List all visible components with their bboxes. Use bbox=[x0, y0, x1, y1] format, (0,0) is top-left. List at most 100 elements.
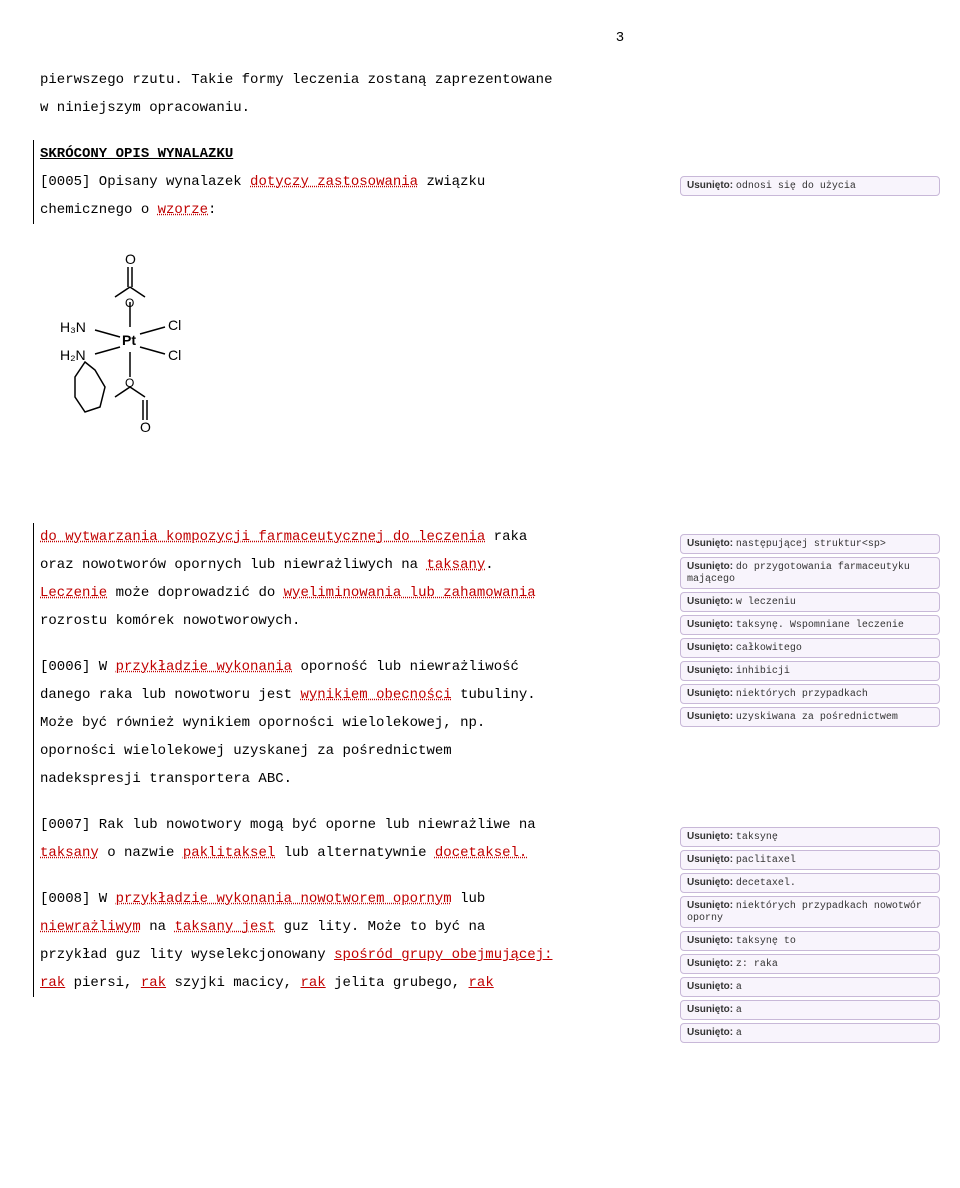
insertion: Leczenie bbox=[40, 585, 107, 601]
comment-balloon: Usunięto: taksynę to bbox=[680, 931, 940, 951]
comment-balloon: Usunięto: do przygotowania farmaceutyku … bbox=[680, 557, 940, 589]
text: rozrostu komórek nowotworowych. bbox=[40, 613, 300, 629]
text: oporność lub niewrażliwość bbox=[292, 659, 519, 675]
insertion: docetaksel bbox=[435, 845, 519, 861]
text: raka bbox=[485, 529, 527, 545]
balloon-value: niektórych przypadkach bbox=[736, 689, 868, 700]
insertion: spośród grupy obejmującej: bbox=[334, 947, 552, 963]
balloon-value: w leczeniu bbox=[736, 597, 796, 608]
balloon-label: Usunięto: bbox=[687, 665, 733, 676]
text: [0006] W bbox=[40, 659, 116, 675]
balloon-value: a bbox=[736, 982, 742, 993]
insertion: do wytwarzania kompozycji farmaceutyczne… bbox=[40, 529, 393, 545]
balloon-label: Usunięto: bbox=[687, 877, 733, 888]
text: może doprowadzić do bbox=[107, 585, 283, 601]
balloon-label: Usunięto: bbox=[687, 711, 733, 722]
comment-balloon: Usunięto: taksynę. Wspomniane leczenie bbox=[680, 615, 940, 635]
text: guz lity. Może to być na bbox=[275, 919, 485, 935]
comment-balloon: Usunięto: całkowitego bbox=[680, 638, 940, 658]
comment-balloon: Usunięto: niektórych przypadkach nowotwó… bbox=[680, 896, 940, 928]
comment-balloon: Usunięto: paclitaxel bbox=[680, 850, 940, 870]
comment-balloon: Usunięto: a bbox=[680, 1000, 940, 1020]
insertion: do leczenia bbox=[393, 529, 485, 545]
text: piersi, bbox=[65, 975, 141, 991]
comment-balloon: Usunięto: z: raka bbox=[680, 954, 940, 974]
balloon-label: Usunięto: bbox=[687, 619, 733, 630]
paragraph-1: pierwszego rzutu. Takie formy leczenia z… bbox=[40, 66, 680, 122]
balloon-value: a bbox=[736, 1005, 742, 1016]
chemical-structure-diagram: O O H₃N H₂N Pt Cl Cl O O bbox=[40, 252, 240, 492]
balloon-label: Usunięto: bbox=[687, 538, 733, 549]
balloon-label: Usunięto: bbox=[687, 688, 733, 699]
balloon-label: Usunięto: bbox=[687, 561, 733, 572]
text: [0005] Opisany wynalazek bbox=[40, 174, 250, 190]
balloon-label: Usunięto: bbox=[687, 596, 733, 607]
comment-balloon: Usunięto: w leczeniu bbox=[680, 592, 940, 612]
insertion: wzorze bbox=[158, 202, 208, 218]
text: jelita grubego, bbox=[326, 975, 469, 991]
insertion: rak bbox=[300, 975, 325, 991]
balloon-value: uzyskiwana za pośrednictwem bbox=[736, 712, 898, 723]
text: danego raka lub nowotworu jest bbox=[40, 687, 300, 703]
balloon-label: Usunięto: bbox=[687, 642, 733, 653]
balloon-value: odnosi się do użycia bbox=[736, 181, 856, 192]
balloon-group: Usunięto: odnosi się do użycia bbox=[680, 176, 940, 196]
comment-balloon: Usunięto: taksynę bbox=[680, 827, 940, 847]
svg-text:Pt: Pt bbox=[122, 332, 136, 348]
main-text-column: pierwszego rzutu. Takie formy leczenia z… bbox=[40, 66, 680, 1015]
text: lub bbox=[452, 891, 486, 907]
comment-balloon: Usunięto: inhibicji bbox=[680, 661, 940, 681]
insertion: przykładzie wykonania bbox=[116, 659, 292, 675]
paragraph-3: do wytwarzania kompozycji farmaceutyczne… bbox=[40, 523, 680, 635]
insertion: rak bbox=[141, 975, 166, 991]
insertion: . bbox=[519, 845, 527, 861]
insertion: wynikiem obecności bbox=[300, 687, 451, 703]
balloon-group: Usunięto: taksynę Usunięto: paclitaxel U… bbox=[680, 827, 940, 1043]
balloon-label: Usunięto: bbox=[687, 935, 733, 946]
balloon-value: całkowitego bbox=[736, 643, 802, 654]
insertion: paklitaksel bbox=[183, 845, 275, 861]
comment-balloon: Usunięto: odnosi się do użycia bbox=[680, 176, 940, 196]
balloon-group: Usunięto: następującej struktur<sp> Usun… bbox=[680, 534, 940, 727]
svg-text:O: O bbox=[125, 296, 134, 310]
heading-block: SKRÓCONY OPIS WYNALAZKU [0005] Opisany w… bbox=[40, 140, 680, 224]
text: nadekspresji transportera ABC. bbox=[40, 771, 292, 787]
text: szyjki macicy, bbox=[166, 975, 300, 991]
balloon-value: decetaxel. bbox=[736, 878, 796, 889]
text: Może być również wynikiem oporności wiel… bbox=[40, 715, 485, 731]
svg-text:Cl: Cl bbox=[168, 347, 181, 363]
insertion: wyeliminowania lub zahamowania bbox=[284, 585, 536, 601]
balloon-label: Usunięto: bbox=[687, 180, 733, 191]
balloon-value: paclitaxel bbox=[736, 855, 796, 866]
text: przykład guz lity wyselekcjonowany bbox=[40, 947, 334, 963]
svg-text:O: O bbox=[125, 376, 134, 390]
svg-text:Cl: Cl bbox=[168, 317, 181, 333]
text: związku bbox=[418, 174, 485, 190]
text: chemicznego o bbox=[40, 202, 158, 218]
page-number: 3 bbox=[300, 30, 940, 46]
balloon-label: Usunięto: bbox=[687, 1027, 733, 1038]
comment-balloon: Usunięto: następującej struktur<sp> bbox=[680, 534, 940, 554]
balloon-value: następującej struktur<sp> bbox=[736, 539, 886, 550]
balloon-value: taksynę. Wspomniane leczenie bbox=[736, 620, 904, 631]
balloon-value: z: raka bbox=[736, 959, 778, 970]
insertion: taksany bbox=[40, 845, 99, 861]
balloon-value: taksynę bbox=[736, 832, 778, 843]
text: na bbox=[141, 919, 175, 935]
insertion: dotyczy zastosowania bbox=[250, 174, 418, 190]
paragraph-6: [0008] W przykładzie wykonania nowotwore… bbox=[40, 885, 680, 997]
text: : bbox=[208, 202, 216, 218]
insertion: rak bbox=[40, 975, 65, 991]
text: w niniejszym opracowaniu. bbox=[40, 100, 250, 116]
comment-balloon: Usunięto: uzyskiwana za pośrednictwem bbox=[680, 707, 940, 727]
paragraph-4: [0006] W przykładzie wykonania oporność … bbox=[40, 653, 680, 793]
text: lub alternatywnie bbox=[275, 845, 435, 861]
svg-text:H₃N: H₃N bbox=[60, 319, 86, 335]
comment-balloon: Usunięto: a bbox=[680, 1023, 940, 1043]
comments-column: Usunięto: odnosi się do użycia Usunięto:… bbox=[680, 176, 940, 1046]
insertion: taksany jest bbox=[174, 919, 275, 935]
insertion: niewrażliwym bbox=[40, 919, 141, 935]
comment-balloon: Usunięto: decetaxel. bbox=[680, 873, 940, 893]
svg-text:O: O bbox=[125, 252, 136, 267]
comment-balloon: Usunięto: niektórych przypadkach bbox=[680, 684, 940, 704]
